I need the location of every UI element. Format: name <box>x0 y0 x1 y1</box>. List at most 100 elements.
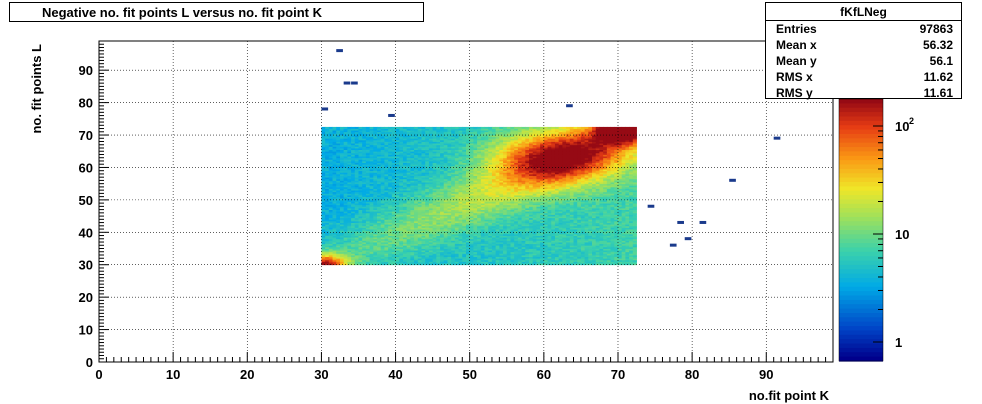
heat-cell <box>495 237 500 240</box>
heat-cell <box>477 193 482 196</box>
heat-cell <box>458 185 463 188</box>
heat-cell <box>488 190 493 193</box>
heat-cell <box>440 261 445 264</box>
heat-cell <box>488 246 493 249</box>
heat-cell <box>529 251 534 254</box>
heat-cell <box>443 250 448 253</box>
heat-cell <box>369 211 374 214</box>
heat-cell <box>406 186 411 189</box>
heat-cell <box>414 250 419 253</box>
heat-cell <box>469 128 474 131</box>
heat-cell <box>373 227 378 230</box>
heat-cell <box>428 206 434 209</box>
heat-cell <box>495 167 500 170</box>
heat-cell <box>339 211 345 214</box>
heat-cell <box>432 191 437 194</box>
heat-cell <box>388 203 393 206</box>
heat-cell <box>421 146 426 149</box>
heat-cell <box>373 146 378 149</box>
heat-cell <box>514 250 519 253</box>
heat-cell <box>458 152 463 155</box>
heat-cell <box>469 185 474 188</box>
heat-cell <box>354 242 359 245</box>
heat-cell <box>458 240 463 243</box>
heat-cell <box>503 175 508 178</box>
heat-cell <box>477 164 482 167</box>
heat-cell <box>469 233 474 236</box>
heat-cell <box>510 143 515 146</box>
heat-cell <box>469 154 474 157</box>
heat-cell <box>517 151 523 154</box>
heat-cell <box>491 196 497 199</box>
heat-cell <box>388 185 393 188</box>
heat-cell <box>466 178 471 181</box>
heat-cell <box>517 157 523 160</box>
heat-cell <box>466 214 471 217</box>
heat-cell <box>510 242 515 245</box>
heat-cell <box>480 261 485 264</box>
heat-cell <box>514 256 519 259</box>
heat-cell <box>373 185 378 188</box>
heat-cell <box>517 216 523 219</box>
heat-cell <box>351 160 356 163</box>
heat-cell <box>351 159 356 162</box>
heat-cell <box>347 203 352 206</box>
heat-cell <box>495 173 500 176</box>
heat-cell <box>332 212 337 215</box>
heat-cell <box>406 154 411 157</box>
heat-cell <box>325 165 330 168</box>
heat-cell <box>336 186 341 189</box>
heat-cell <box>351 164 356 167</box>
heat-cell <box>410 237 415 240</box>
heat-cell <box>377 198 382 201</box>
heat-cell <box>332 172 337 175</box>
heat-cell <box>525 259 530 262</box>
heat-cell <box>406 224 411 227</box>
heat-cell <box>332 128 337 131</box>
heat-cell <box>432 224 437 227</box>
heat-cell <box>532 149 537 152</box>
heat-cell <box>425 212 430 215</box>
heat-cell <box>525 175 530 178</box>
heat-cell <box>532 255 537 258</box>
heat-cell <box>358 135 363 138</box>
heat-cell <box>347 185 352 188</box>
heat-cell <box>510 207 515 210</box>
heat-cell <box>388 159 393 162</box>
heat-cell <box>414 175 419 178</box>
heat-cell <box>332 146 337 149</box>
heat-cell <box>436 146 441 149</box>
heat-cell <box>365 206 371 209</box>
heat-cell <box>529 186 534 189</box>
heat-cell <box>484 143 489 146</box>
heat-cell <box>421 214 426 217</box>
heat-cell <box>428 136 434 139</box>
heat-cell <box>503 222 508 225</box>
heat-cell <box>525 219 530 222</box>
heat-cell <box>414 232 419 235</box>
heat-cell <box>454 151 459 154</box>
heat-cell <box>536 243 541 246</box>
heat-cell <box>414 209 419 212</box>
heat-cell <box>447 126 452 129</box>
heat-cell <box>369 216 374 219</box>
heat-cell <box>517 240 523 243</box>
heat-cell <box>436 224 441 227</box>
heat-cell <box>362 144 367 147</box>
heat-cell <box>469 172 474 175</box>
heat-cell <box>402 185 408 188</box>
heat-cell <box>480 165 485 168</box>
heat-cell <box>517 237 523 240</box>
heat-cell <box>336 258 341 261</box>
heat-cell <box>380 206 385 209</box>
heat-cell <box>406 207 411 210</box>
heat-cell <box>473 138 478 141</box>
heat-cell <box>480 214 485 217</box>
heat-cell <box>477 204 482 207</box>
heat-cell <box>529 144 534 147</box>
heat-cell <box>458 165 463 168</box>
heat-cell <box>428 154 434 157</box>
heat-cell <box>328 128 333 131</box>
heat-cell <box>477 256 482 259</box>
heat-cell <box>447 141 452 144</box>
